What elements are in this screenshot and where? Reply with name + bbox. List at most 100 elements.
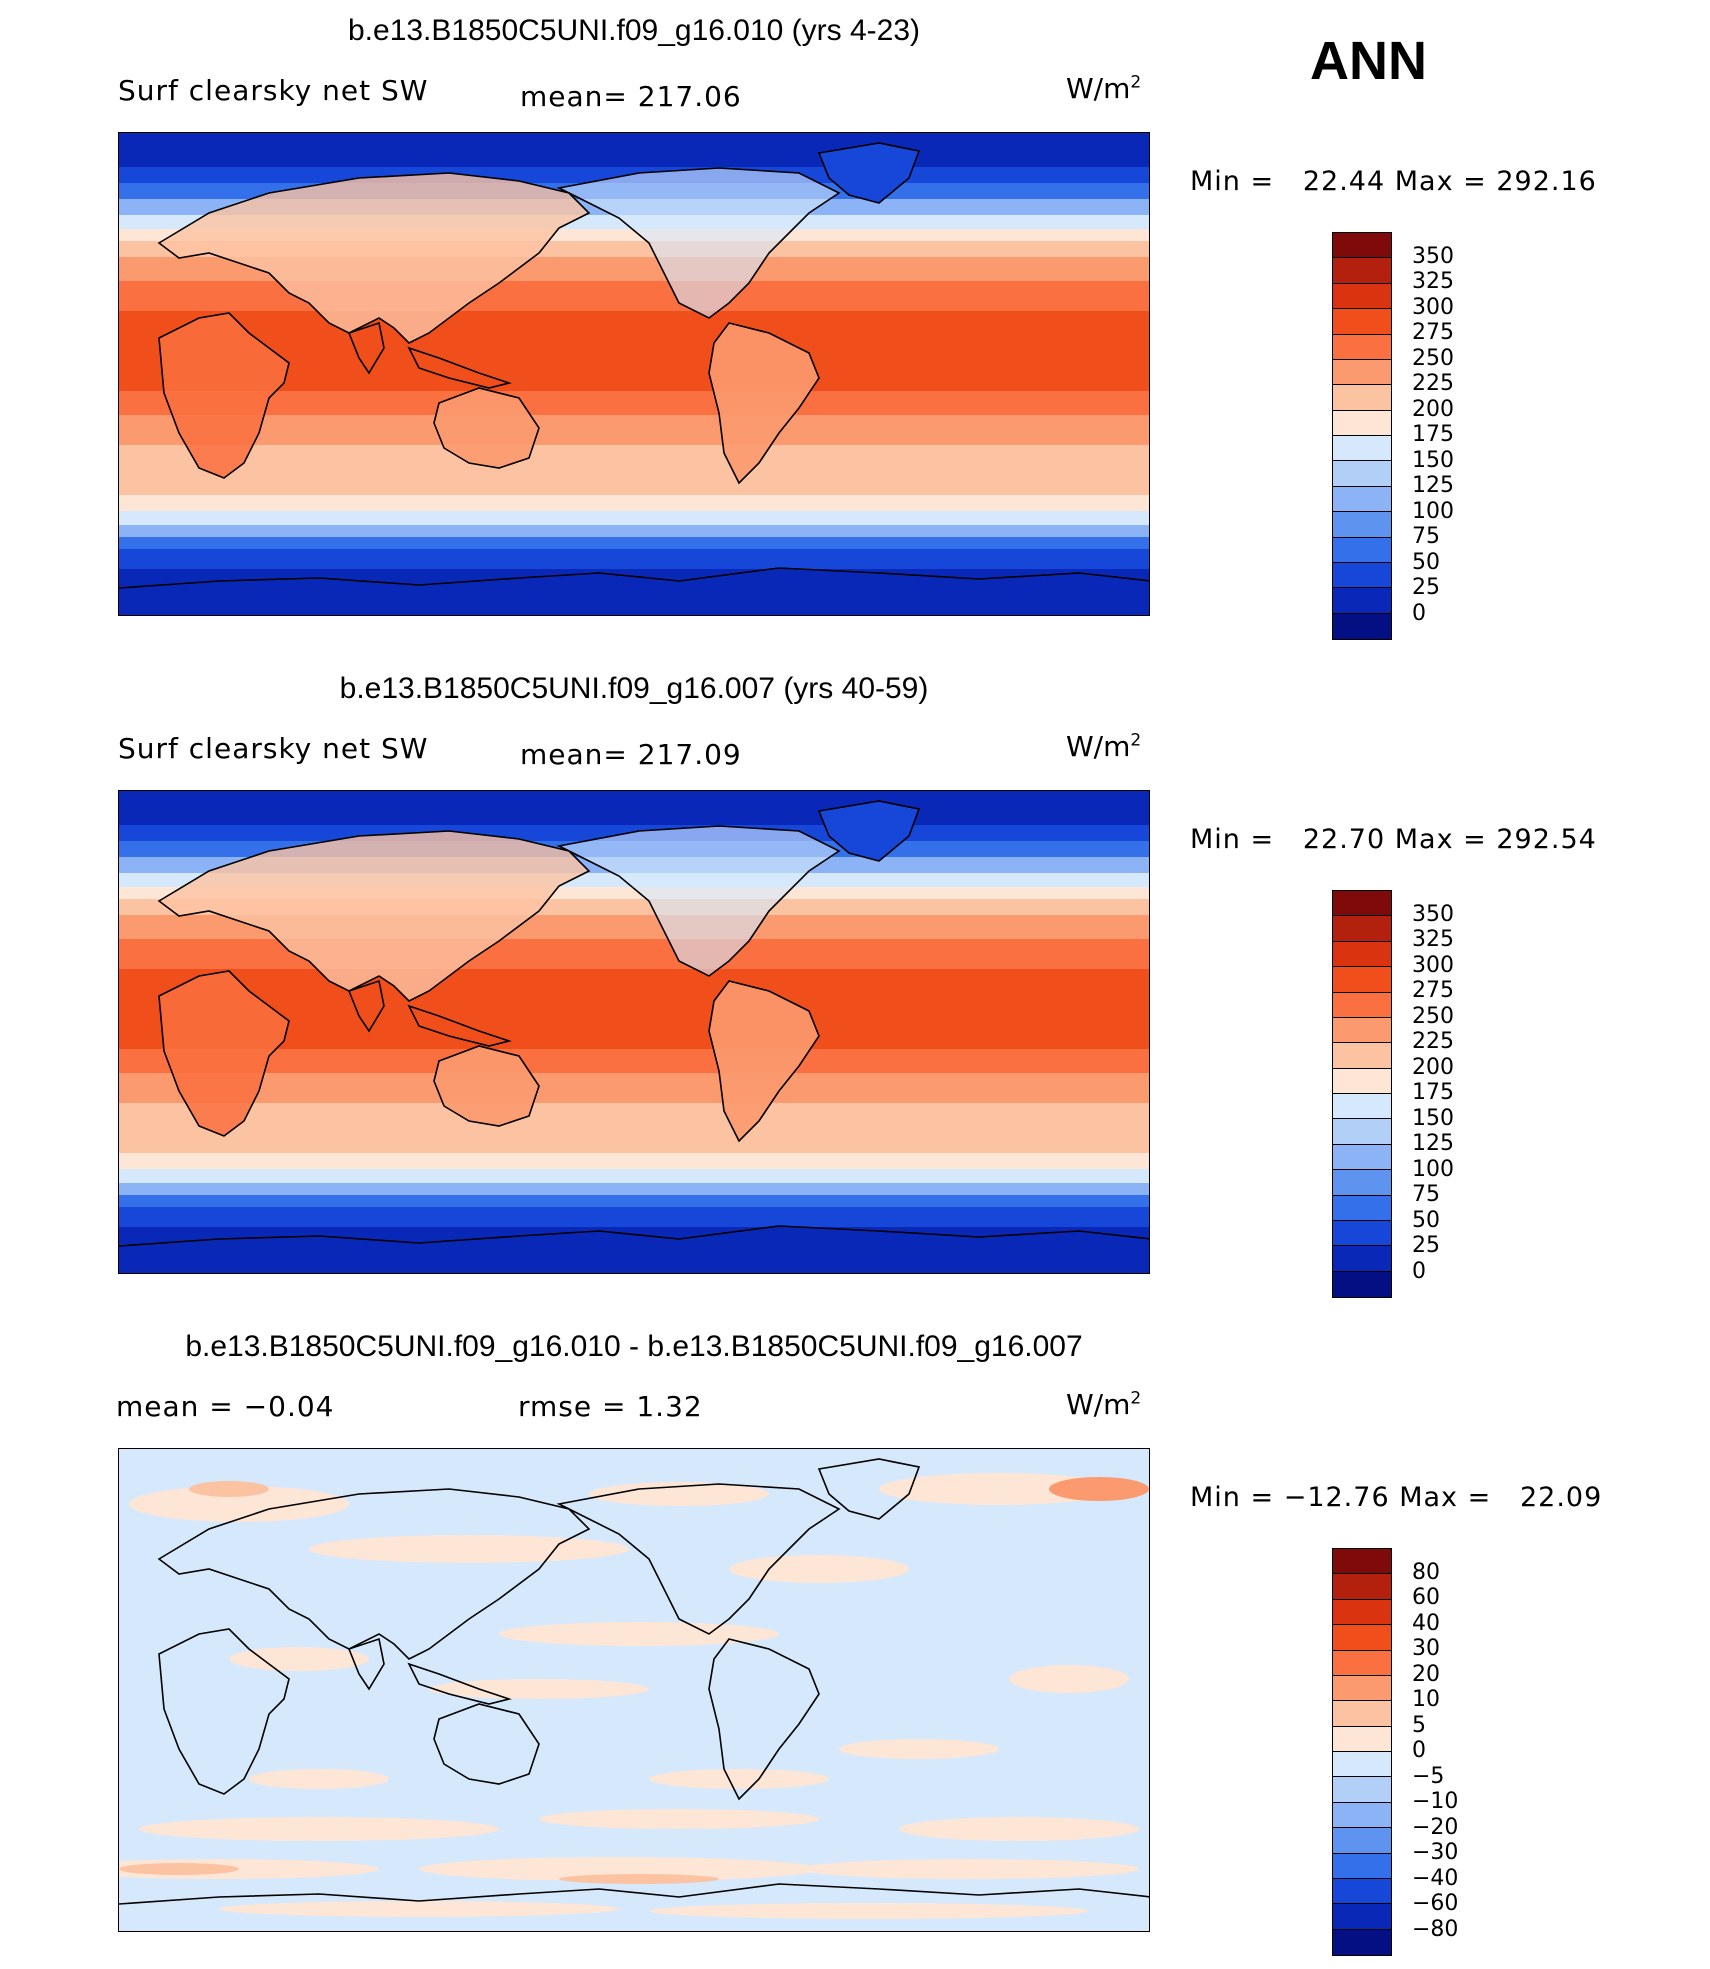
panel2-unit-label: W/m2 [1066,730,1142,763]
colorbar-tick-label: 225 [1412,371,1454,396]
panel2-colorbar [1332,890,1392,1298]
colorbar-swatch [1333,1828,1391,1854]
colorbar-swatch [1333,562,1391,589]
colorbar-tick-label: 225 [1412,1029,1454,1054]
panel1-title: b.e13.B1850C5UNI.f09_g16.010 (yrs 4-23) [347,14,921,47]
colorbar-swatch [1333,613,1391,639]
colorbar-swatch [1333,309,1391,335]
colorbar-tick-label: −5 [1412,1763,1445,1789]
panel2-mean-label: mean= 217.09 [520,738,742,771]
colorbar-swatch [1333,1625,1391,1651]
colorbar-tick-label: 100 [1412,1156,1454,1182]
colorbar-tick-label: 350 [1412,243,1454,269]
colorbar-swatch [1333,1853,1391,1879]
panel3-mean-label: mean = −0.04 [116,1390,335,1423]
panel1-unit-label: W/m2 [1066,72,1142,105]
panel2-minmax: Min = 22.70 Max = 292.54 [1190,824,1597,855]
colorbar-tick-label: 0 [1412,1738,1426,1763]
colorbar-tick-label: 10 [1412,1687,1440,1712]
colorbar-tick-label: 350 [1412,901,1454,927]
panel1-colorbar [1332,232,1392,640]
colorbar-tick-label: 100 [1412,498,1454,524]
colorbar-swatch [1333,1675,1391,1702]
colorbar-tick-label: 275 [1412,978,1454,1003]
colorbar-tick-label: 175 [1412,1080,1454,1105]
colorbar-swatch [1333,1549,1391,1575]
colorbar-swatch [1333,1752,1391,1778]
panel3-colorbar [1332,1548,1392,1956]
panel3-map [118,1448,1150,1932]
colorbar-tick-label: 30 [1412,1636,1440,1661]
colorbar-tick-label: 200 [1412,396,1454,422]
panel2-variable-label: Surf clearsky net SW [118,732,429,765]
colorbar-tick-label: 250 [1412,345,1454,371]
panel3-rmse-label: rmse = 1.32 [518,1390,703,1423]
colorbar-swatch [1333,588,1391,614]
colorbar-tick-label: 125 [1412,1131,1454,1156]
panel1-mean-label: mean= 217.06 [520,80,742,113]
colorbar-swatch [1333,1701,1391,1727]
colorbar-tick-label: 250 [1412,1003,1454,1029]
colorbar-swatch [1333,891,1391,917]
colorbar-swatch [1333,1904,1391,1930]
colorbar-tick-label: 80 [1412,1559,1440,1585]
colorbar-swatch [1333,385,1391,411]
colorbar-tick-label: 175 [1412,422,1454,447]
colorbar-swatch [1333,1929,1391,1955]
colorbar-swatch [1333,1246,1391,1272]
colorbar-tick-label: −30 [1412,1840,1459,1865]
colorbar-tick-label: 60 [1412,1585,1440,1610]
colorbar-swatch [1333,410,1391,436]
colorbar-tick-label: 325 [1412,927,1454,952]
colorbar-tick-label: −10 [1412,1789,1459,1814]
colorbar-tick-label: −40 [1412,1865,1459,1891]
season-label: ANN [1310,31,1427,91]
colorbar-tick-label: 275 [1412,320,1454,345]
colorbar-swatch [1333,1094,1391,1120]
colorbar-swatch [1333,1599,1391,1626]
colorbar-swatch [1333,1726,1391,1752]
colorbar-tick-label: 200 [1412,1054,1454,1080]
colorbar-tick-label: 150 [1412,1105,1454,1131]
colorbar-swatch [1333,1043,1391,1069]
colorbar-swatch [1333,233,1391,259]
colorbar-swatch [1333,1574,1391,1600]
colorbar-swatch [1333,537,1391,563]
colorbar-tick-label: 125 [1412,473,1454,498]
colorbar-tick-label: 300 [1412,952,1454,978]
colorbar-swatch [1333,1777,1391,1803]
colorbar-swatch [1333,1170,1391,1196]
panel2-map [118,790,1150,1274]
panel3-unit-label: W/m2 [1066,1388,1142,1421]
colorbar-swatch [1333,283,1391,310]
colorbar-tick-label: 75 [1412,1182,1440,1207]
colorbar-swatch [1333,334,1391,360]
colorbar-swatch [1333,461,1391,487]
colorbar-tick-label: 325 [1412,269,1454,294]
colorbar-swatch [1333,486,1391,513]
colorbar-tick-label: 25 [1412,575,1440,600]
colorbar-swatch [1333,992,1391,1018]
colorbar-swatch [1333,512,1391,538]
colorbar-swatch [1333,1119,1391,1145]
panel3-title: b.e13.B1850C5UNI.f09_g16.010 - b.e13.B18… [185,1330,1083,1363]
colorbar-tick-label: 5 [1412,1712,1426,1738]
colorbar-swatch [1333,1195,1391,1221]
colorbar-swatch [1333,967,1391,993]
colorbar-tick-label: 0 [1412,1258,1426,1284]
colorbar-tick-label: 40 [1412,1610,1440,1636]
panel1-minmax: Min = 22.44 Max = 292.16 [1190,166,1597,197]
colorbar-tick-label: 0 [1412,600,1426,626]
colorbar-tick-label: 50 [1412,1207,1440,1233]
colorbar-tick-label: 20 [1412,1661,1440,1687]
colorbar-swatch [1333,1650,1391,1676]
colorbar-swatch [1333,1220,1391,1247]
colorbar-swatch [1333,1271,1391,1297]
colorbar-tick-label: 300 [1412,294,1454,320]
panel1-variable-label: Surf clearsky net SW [118,74,429,107]
colorbar-tick-label: 75 [1412,524,1440,549]
colorbar-swatch [1333,359,1391,386]
colorbar-tick-label: −20 [1412,1814,1459,1840]
colorbar-tick-label: 150 [1412,447,1454,473]
colorbar-tick-label: 50 [1412,549,1440,575]
